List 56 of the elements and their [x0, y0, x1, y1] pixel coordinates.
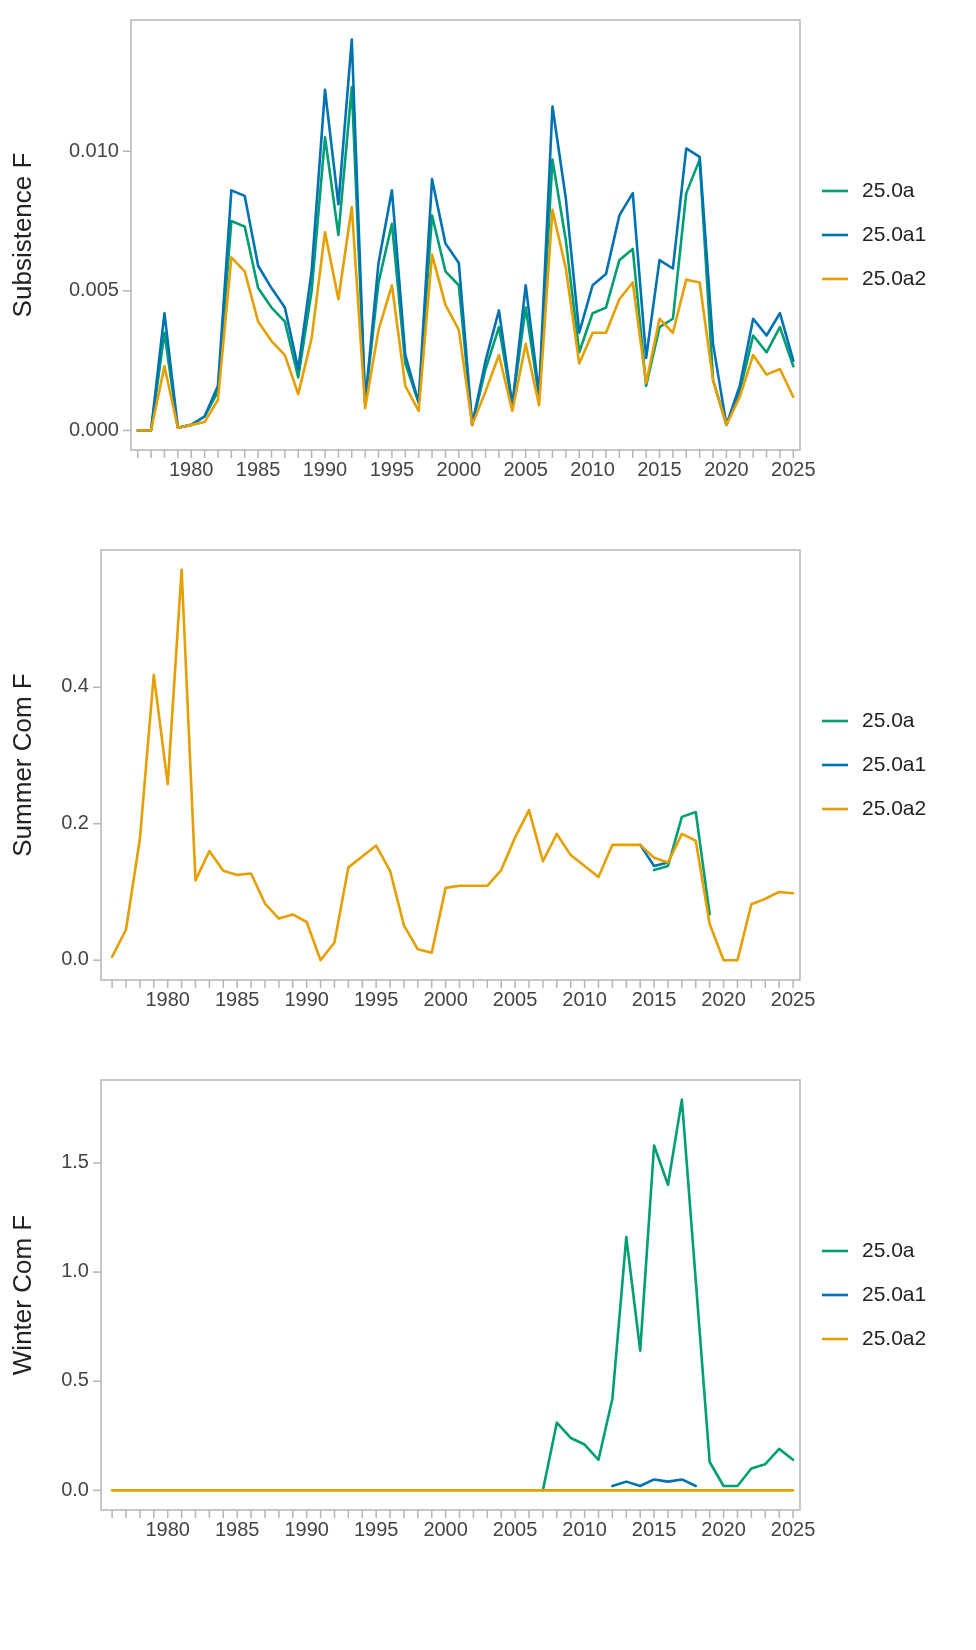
x-tick-label: 1990 [284, 988, 329, 1011]
x-tick-label: 1985 [214, 988, 260, 1011]
legend-label: 25.0a1 [862, 1281, 927, 1305]
line-series [136, 205, 795, 432]
legend-label: 25.0a1 [862, 751, 927, 775]
y-tick-label: 0.2 [61, 810, 89, 833]
x-tick-label: 2015 [631, 988, 677, 1011]
y-tick-label: 0.5 [61, 1368, 89, 1391]
y-tick-label: 0.4 [61, 674, 89, 697]
x-tick-label: 2010 [562, 988, 607, 1011]
line-series [110, 568, 795, 962]
x-tick-label: 2020 [704, 458, 749, 481]
y-tick-label: 1.0 [61, 1259, 89, 1282]
legend-label: 25.0a1 [862, 221, 927, 245]
line-series [652, 810, 711, 916]
x-tick-label: 2020 [701, 988, 746, 1011]
y-tick-label: 0.005 [68, 278, 119, 301]
x-tick-label: 2000 [436, 458, 482, 481]
y-axis-title: Winter Com F [6, 1214, 37, 1376]
x-tick-label: 1980 [145, 1518, 190, 1541]
x-tick-label: 2015 [637, 458, 682, 481]
x-tick-label: 2015 [631, 1518, 677, 1541]
x-tick-label: 1985 [235, 458, 281, 481]
x-tick-label: 1995 [369, 458, 415, 481]
x-tick-label: 2025 [771, 458, 816, 481]
x-tick-label: 1995 [353, 988, 399, 1011]
x-tick-label: 2005 [503, 458, 548, 481]
legend-label: 25.0a [862, 1237, 915, 1261]
legend-label: 25.0a2 [862, 265, 927, 289]
y-tick-label: 0.000 [68, 417, 119, 440]
y-axis-title: Summer Com F [6, 673, 37, 857]
x-tick-label: 1990 [302, 458, 348, 481]
x-tick-label: 2005 [492, 1518, 538, 1541]
y-tick-label: 0.010 [68, 138, 119, 161]
x-tick-label: 1995 [353, 1518, 399, 1541]
legend-label: 25.0a [862, 177, 915, 201]
x-tick-label: 1980 [145, 988, 190, 1011]
x-tick-label: 2010 [570, 458, 615, 481]
legend-label: 25.0a2 [862, 1325, 927, 1349]
legend-label: 25.0a2 [862, 795, 927, 819]
y-axis-title: Subsistence F [6, 152, 37, 318]
line-series [541, 1098, 795, 1492]
x-tick-label: 2010 [562, 1518, 607, 1541]
x-tick-label: 2020 [701, 1518, 746, 1541]
x-tick-label: 2000 [423, 1518, 468, 1541]
x-tick-label: 1985 [214, 1518, 260, 1541]
y-tick-label: 1.5 [61, 1150, 89, 1173]
y-tick-label: 0.0 [61, 947, 89, 970]
y-tick-label: 0.0 [61, 1477, 89, 1500]
legend-label: 25.0a [862, 707, 915, 731]
x-tick-label: 2025 [770, 1518, 816, 1541]
x-tick-label: 1980 [168, 458, 214, 481]
x-tick-label: 2005 [492, 988, 538, 1011]
x-tick-label: 2000 [423, 988, 468, 1011]
x-tick-label: 2025 [770, 988, 816, 1011]
x-tick-label: 1990 [284, 1518, 329, 1541]
